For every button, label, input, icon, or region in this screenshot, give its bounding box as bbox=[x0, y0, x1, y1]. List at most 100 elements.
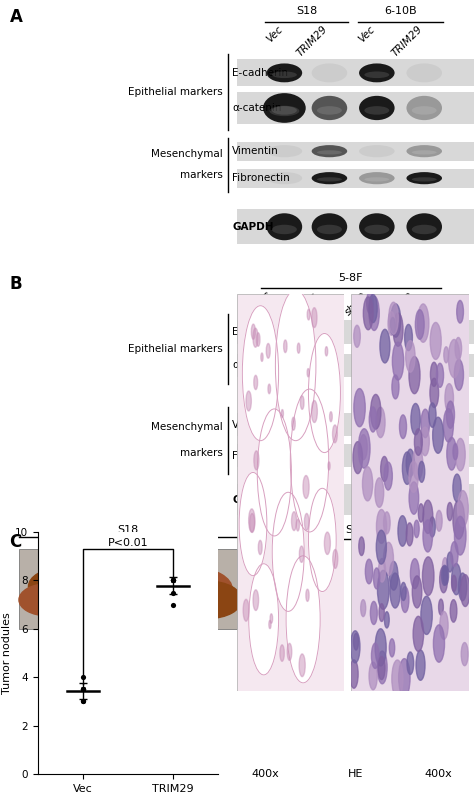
Circle shape bbox=[430, 322, 441, 360]
Text: NC: NC bbox=[257, 291, 275, 308]
Circle shape bbox=[418, 504, 424, 522]
Circle shape bbox=[393, 313, 403, 346]
Circle shape bbox=[437, 363, 444, 387]
Circle shape bbox=[374, 568, 380, 589]
Circle shape bbox=[423, 500, 433, 534]
Circle shape bbox=[55, 583, 107, 612]
Circle shape bbox=[370, 601, 377, 625]
Point bbox=[79, 683, 87, 696]
Circle shape bbox=[359, 537, 365, 556]
Circle shape bbox=[392, 375, 399, 399]
Ellipse shape bbox=[311, 424, 334, 429]
Text: α-catenin: α-catenin bbox=[232, 360, 282, 371]
Ellipse shape bbox=[358, 364, 381, 370]
Circle shape bbox=[261, 353, 263, 361]
Ellipse shape bbox=[359, 96, 394, 120]
Text: Epithelial markers: Epithelial markers bbox=[128, 344, 223, 353]
Circle shape bbox=[383, 512, 390, 534]
Ellipse shape bbox=[258, 357, 292, 373]
Circle shape bbox=[123, 563, 209, 611]
Ellipse shape bbox=[359, 214, 394, 241]
Circle shape bbox=[457, 491, 468, 526]
Circle shape bbox=[333, 425, 337, 443]
Circle shape bbox=[452, 576, 456, 592]
Circle shape bbox=[365, 559, 373, 584]
Ellipse shape bbox=[266, 64, 302, 83]
Text: markers: markers bbox=[180, 171, 223, 180]
Ellipse shape bbox=[266, 145, 302, 157]
Circle shape bbox=[455, 337, 462, 360]
Ellipse shape bbox=[258, 324, 292, 340]
Ellipse shape bbox=[317, 177, 342, 182]
Circle shape bbox=[304, 514, 309, 530]
Ellipse shape bbox=[353, 357, 386, 373]
Circle shape bbox=[400, 415, 407, 438]
Ellipse shape bbox=[266, 214, 302, 241]
Circle shape bbox=[409, 461, 418, 492]
Circle shape bbox=[128, 595, 185, 626]
Circle shape bbox=[389, 303, 398, 334]
Circle shape bbox=[406, 341, 415, 372]
Circle shape bbox=[443, 566, 448, 584]
Circle shape bbox=[412, 576, 422, 608]
Circle shape bbox=[461, 642, 468, 665]
Text: S18: S18 bbox=[118, 525, 138, 534]
Ellipse shape bbox=[401, 417, 434, 433]
Point bbox=[79, 696, 87, 708]
Ellipse shape bbox=[317, 106, 342, 114]
Ellipse shape bbox=[311, 145, 347, 157]
Circle shape bbox=[275, 290, 316, 441]
Circle shape bbox=[376, 530, 386, 565]
Circle shape bbox=[376, 407, 385, 437]
Ellipse shape bbox=[412, 150, 437, 155]
Point bbox=[169, 574, 177, 587]
Circle shape bbox=[309, 333, 340, 453]
Circle shape bbox=[390, 318, 395, 334]
Point bbox=[169, 574, 177, 587]
Circle shape bbox=[253, 590, 259, 611]
Circle shape bbox=[307, 368, 310, 377]
Circle shape bbox=[453, 474, 461, 502]
Text: Epithelial markers: Epithelial markers bbox=[128, 87, 223, 97]
Ellipse shape bbox=[258, 488, 292, 511]
Circle shape bbox=[328, 462, 330, 470]
Circle shape bbox=[407, 652, 414, 674]
Circle shape bbox=[447, 503, 453, 521]
Ellipse shape bbox=[407, 64, 442, 83]
Ellipse shape bbox=[263, 498, 286, 506]
Text: B: B bbox=[9, 275, 22, 293]
Circle shape bbox=[421, 596, 432, 634]
Circle shape bbox=[363, 467, 373, 501]
Text: GAPDH: GAPDH bbox=[232, 222, 274, 232]
Circle shape bbox=[406, 523, 413, 545]
Circle shape bbox=[249, 509, 255, 532]
Ellipse shape bbox=[358, 498, 381, 506]
Circle shape bbox=[360, 434, 367, 460]
Circle shape bbox=[429, 517, 435, 537]
Point bbox=[169, 574, 177, 587]
Circle shape bbox=[392, 342, 404, 380]
Circle shape bbox=[458, 573, 467, 601]
Circle shape bbox=[450, 599, 457, 622]
Ellipse shape bbox=[353, 324, 386, 340]
Circle shape bbox=[377, 570, 389, 609]
Circle shape bbox=[312, 308, 317, 327]
Ellipse shape bbox=[405, 455, 428, 460]
Text: TRIM29: TRIM29 bbox=[150, 534, 191, 544]
Circle shape bbox=[272, 492, 304, 611]
Point bbox=[79, 683, 87, 696]
Text: Fibronectin: Fibronectin bbox=[232, 451, 290, 461]
Circle shape bbox=[371, 395, 381, 429]
Circle shape bbox=[287, 643, 292, 661]
Ellipse shape bbox=[311, 96, 347, 120]
Text: Vec: Vec bbox=[263, 545, 283, 554]
Text: markers: markers bbox=[180, 448, 223, 458]
Ellipse shape bbox=[258, 417, 292, 433]
Ellipse shape bbox=[311, 455, 334, 460]
Circle shape bbox=[457, 300, 464, 323]
Circle shape bbox=[405, 325, 412, 351]
Point bbox=[169, 586, 177, 599]
Point bbox=[79, 671, 87, 684]
Ellipse shape bbox=[272, 225, 297, 234]
Ellipse shape bbox=[407, 145, 442, 157]
